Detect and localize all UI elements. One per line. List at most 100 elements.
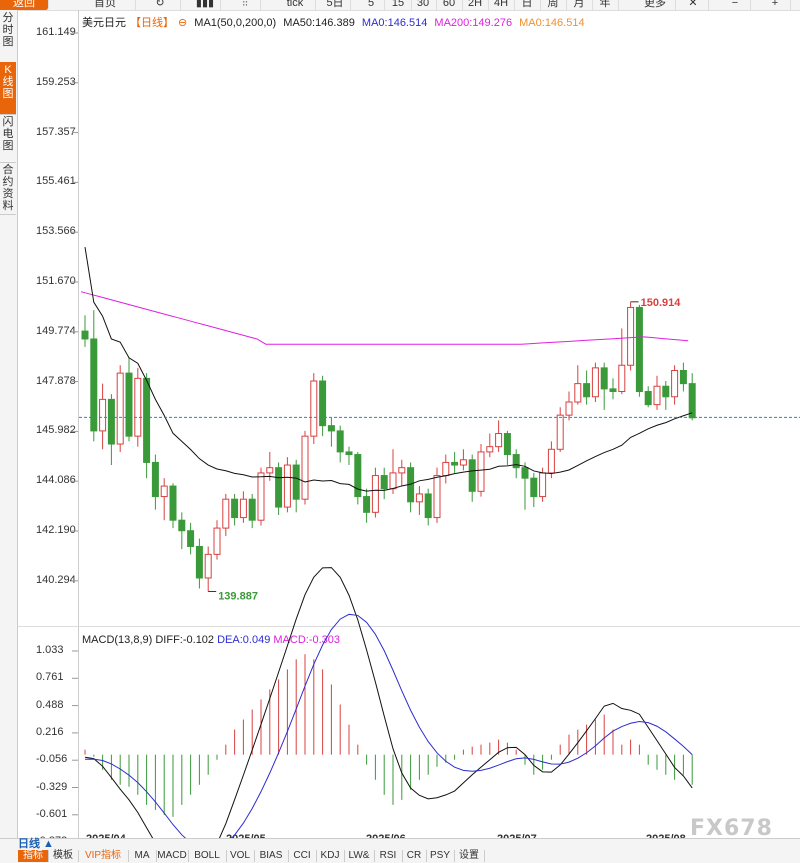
candle-body [107, 398, 115, 445]
ma-legend: 美元日元 【日线】 ⊖ MA1(50,0,200,0) MA50:146.389 M… [82, 14, 589, 30]
toolbar-30min-button[interactable]: 30 [410, 0, 437, 10]
candle-body [583, 383, 591, 398]
side-tab-flash[interactable]: 闪电图 [0, 114, 16, 163]
toolbar-60min-button[interactable]: 60 [436, 0, 463, 10]
candle-body [600, 367, 608, 390]
indicator-tab[interactable]: KDJ [316, 850, 345, 862]
candle-body [477, 451, 485, 492]
toolbar-tick-button[interactable]: tick [275, 0, 316, 10]
indicator-tab[interactable]: RSI [374, 850, 403, 862]
axis-divider [78, 10, 79, 840]
price-axis-label: 149.774 [36, 324, 76, 337]
indicator-tab[interactable]: MA [128, 850, 157, 862]
candle-body [169, 485, 177, 521]
ma0-value: MA0:146.514 [361, 17, 428, 29]
indicator-tab[interactable]: 指标 [18, 850, 49, 862]
candle-body [688, 383, 696, 419]
indicator-tab[interactable]: CR [402, 850, 427, 862]
ma-indicator-label: MA1(50,0,200,0) [194, 17, 277, 29]
macd-label: MACD(13,8,9) [82, 634, 153, 646]
toolbar-week-button[interactable]: 周 [540, 0, 567, 10]
indicator-tab[interactable]: LW& [344, 850, 375, 862]
candle-body [248, 498, 256, 521]
candle-body [512, 454, 520, 469]
candle-body [530, 477, 538, 498]
settings-icon[interactable]: ⊖ [178, 17, 188, 29]
price-axis-label: 142.190 [36, 524, 76, 536]
toolbar-home-button[interactable]: 首页 [75, 0, 136, 10]
candle-body [679, 369, 687, 385]
high-annotation: 150.914 [641, 297, 682, 309]
indicator-tab[interactable]: 模板 [48, 850, 79, 862]
macd-axis-label: -0.329 [36, 780, 68, 793]
symbol-name: 美元日元 [82, 17, 126, 29]
candle-body [424, 493, 432, 519]
candle-body [116, 372, 124, 445]
toolbar-day-button[interactable]: 日 [514, 0, 541, 10]
toolbar-more-button[interactable]: 更多 [635, 0, 676, 10]
indicator-tab[interactable]: MACD [156, 850, 189, 862]
indicator-tab[interactable]: BOLL [188, 850, 227, 862]
indicator-tab[interactable]: VIP指标 [78, 850, 129, 862]
candle-body [354, 454, 362, 498]
indicator-tab[interactable]: CCI [288, 850, 317, 862]
price-axis-label: 140.294 [36, 573, 76, 586]
toolbar-2h-button[interactable]: 2H [462, 0, 489, 10]
price-axis-label: 144.086 [36, 474, 76, 487]
macd-axis-label: 1.033 [36, 644, 64, 656]
candle-body [468, 459, 476, 492]
candle-body [283, 464, 291, 508]
candle-body [187, 530, 195, 547]
candle-body [451, 461, 459, 466]
candle-body [345, 451, 353, 456]
indicator-tab[interactable]: PSY [426, 850, 455, 862]
side-tab-contract[interactable]: 合约资料 [0, 162, 16, 215]
candle-body [99, 398, 107, 432]
candle-body [459, 459, 467, 466]
toolbar-zoom-out-button[interactable]: − [720, 0, 751, 10]
candle-body [398, 467, 406, 474]
candle-body [301, 435, 309, 500]
indicator-tab[interactable]: 设置 [454, 850, 485, 862]
toolbar-refresh-button[interactable]: ↻ [140, 0, 181, 10]
toolbar-draw-button[interactable]: ✕ [678, 0, 709, 10]
candle-body [627, 306, 635, 366]
candle-body [618, 364, 626, 393]
watermark: FX678 [690, 816, 773, 841]
price-axis-label: 157.357 [36, 125, 76, 138]
macd-axis-label: -0.056 [36, 753, 68, 766]
candle-body [486, 446, 494, 453]
candle-body [90, 338, 98, 432]
candle-body [195, 545, 203, 579]
price-axis-label: 145.982 [36, 424, 76, 437]
candle-body [415, 493, 423, 503]
candle-body [653, 385, 661, 406]
macd-axis-label: 0.761 [36, 671, 64, 684]
candle-body [442, 461, 450, 477]
indicator-tab[interactable]: BIAS [254, 850, 289, 862]
period-selector[interactable]: 日线 ▲ [18, 838, 54, 850]
ma50-value: MA50:146.389 [283, 17, 355, 29]
toolbar-year-button[interactable]: 年 [592, 0, 619, 10]
toolbar-candles-button[interactable]: ⫶⫶ [230, 0, 261, 10]
candle-body [125, 372, 133, 437]
candle-body [319, 380, 327, 427]
toolbar-month-button[interactable]: 月 [566, 0, 593, 10]
price-axis-label: 147.878 [36, 374, 76, 387]
toolbar-zoom-in-button[interactable]: + [760, 0, 791, 10]
indicator-tab[interactable]: VOL [226, 850, 255, 862]
toolbar-15min-button[interactable]: 15 [385, 0, 412, 10]
candle-body [556, 414, 564, 450]
toolbar-5min-button[interactable]: 5 [358, 0, 385, 10]
candle-body [204, 553, 212, 579]
back-button[interactable]: 返回 [0, 0, 49, 10]
toolbar-bars-button[interactable]: ▮▮▮ [190, 0, 221, 10]
candle-body [591, 367, 599, 398]
toolbar-4h-button[interactable]: 4H [488, 0, 515, 10]
toolbar-5day-button[interactable]: 5日 [320, 0, 351, 10]
candle-body [635, 306, 643, 393]
candle-body [433, 475, 441, 519]
